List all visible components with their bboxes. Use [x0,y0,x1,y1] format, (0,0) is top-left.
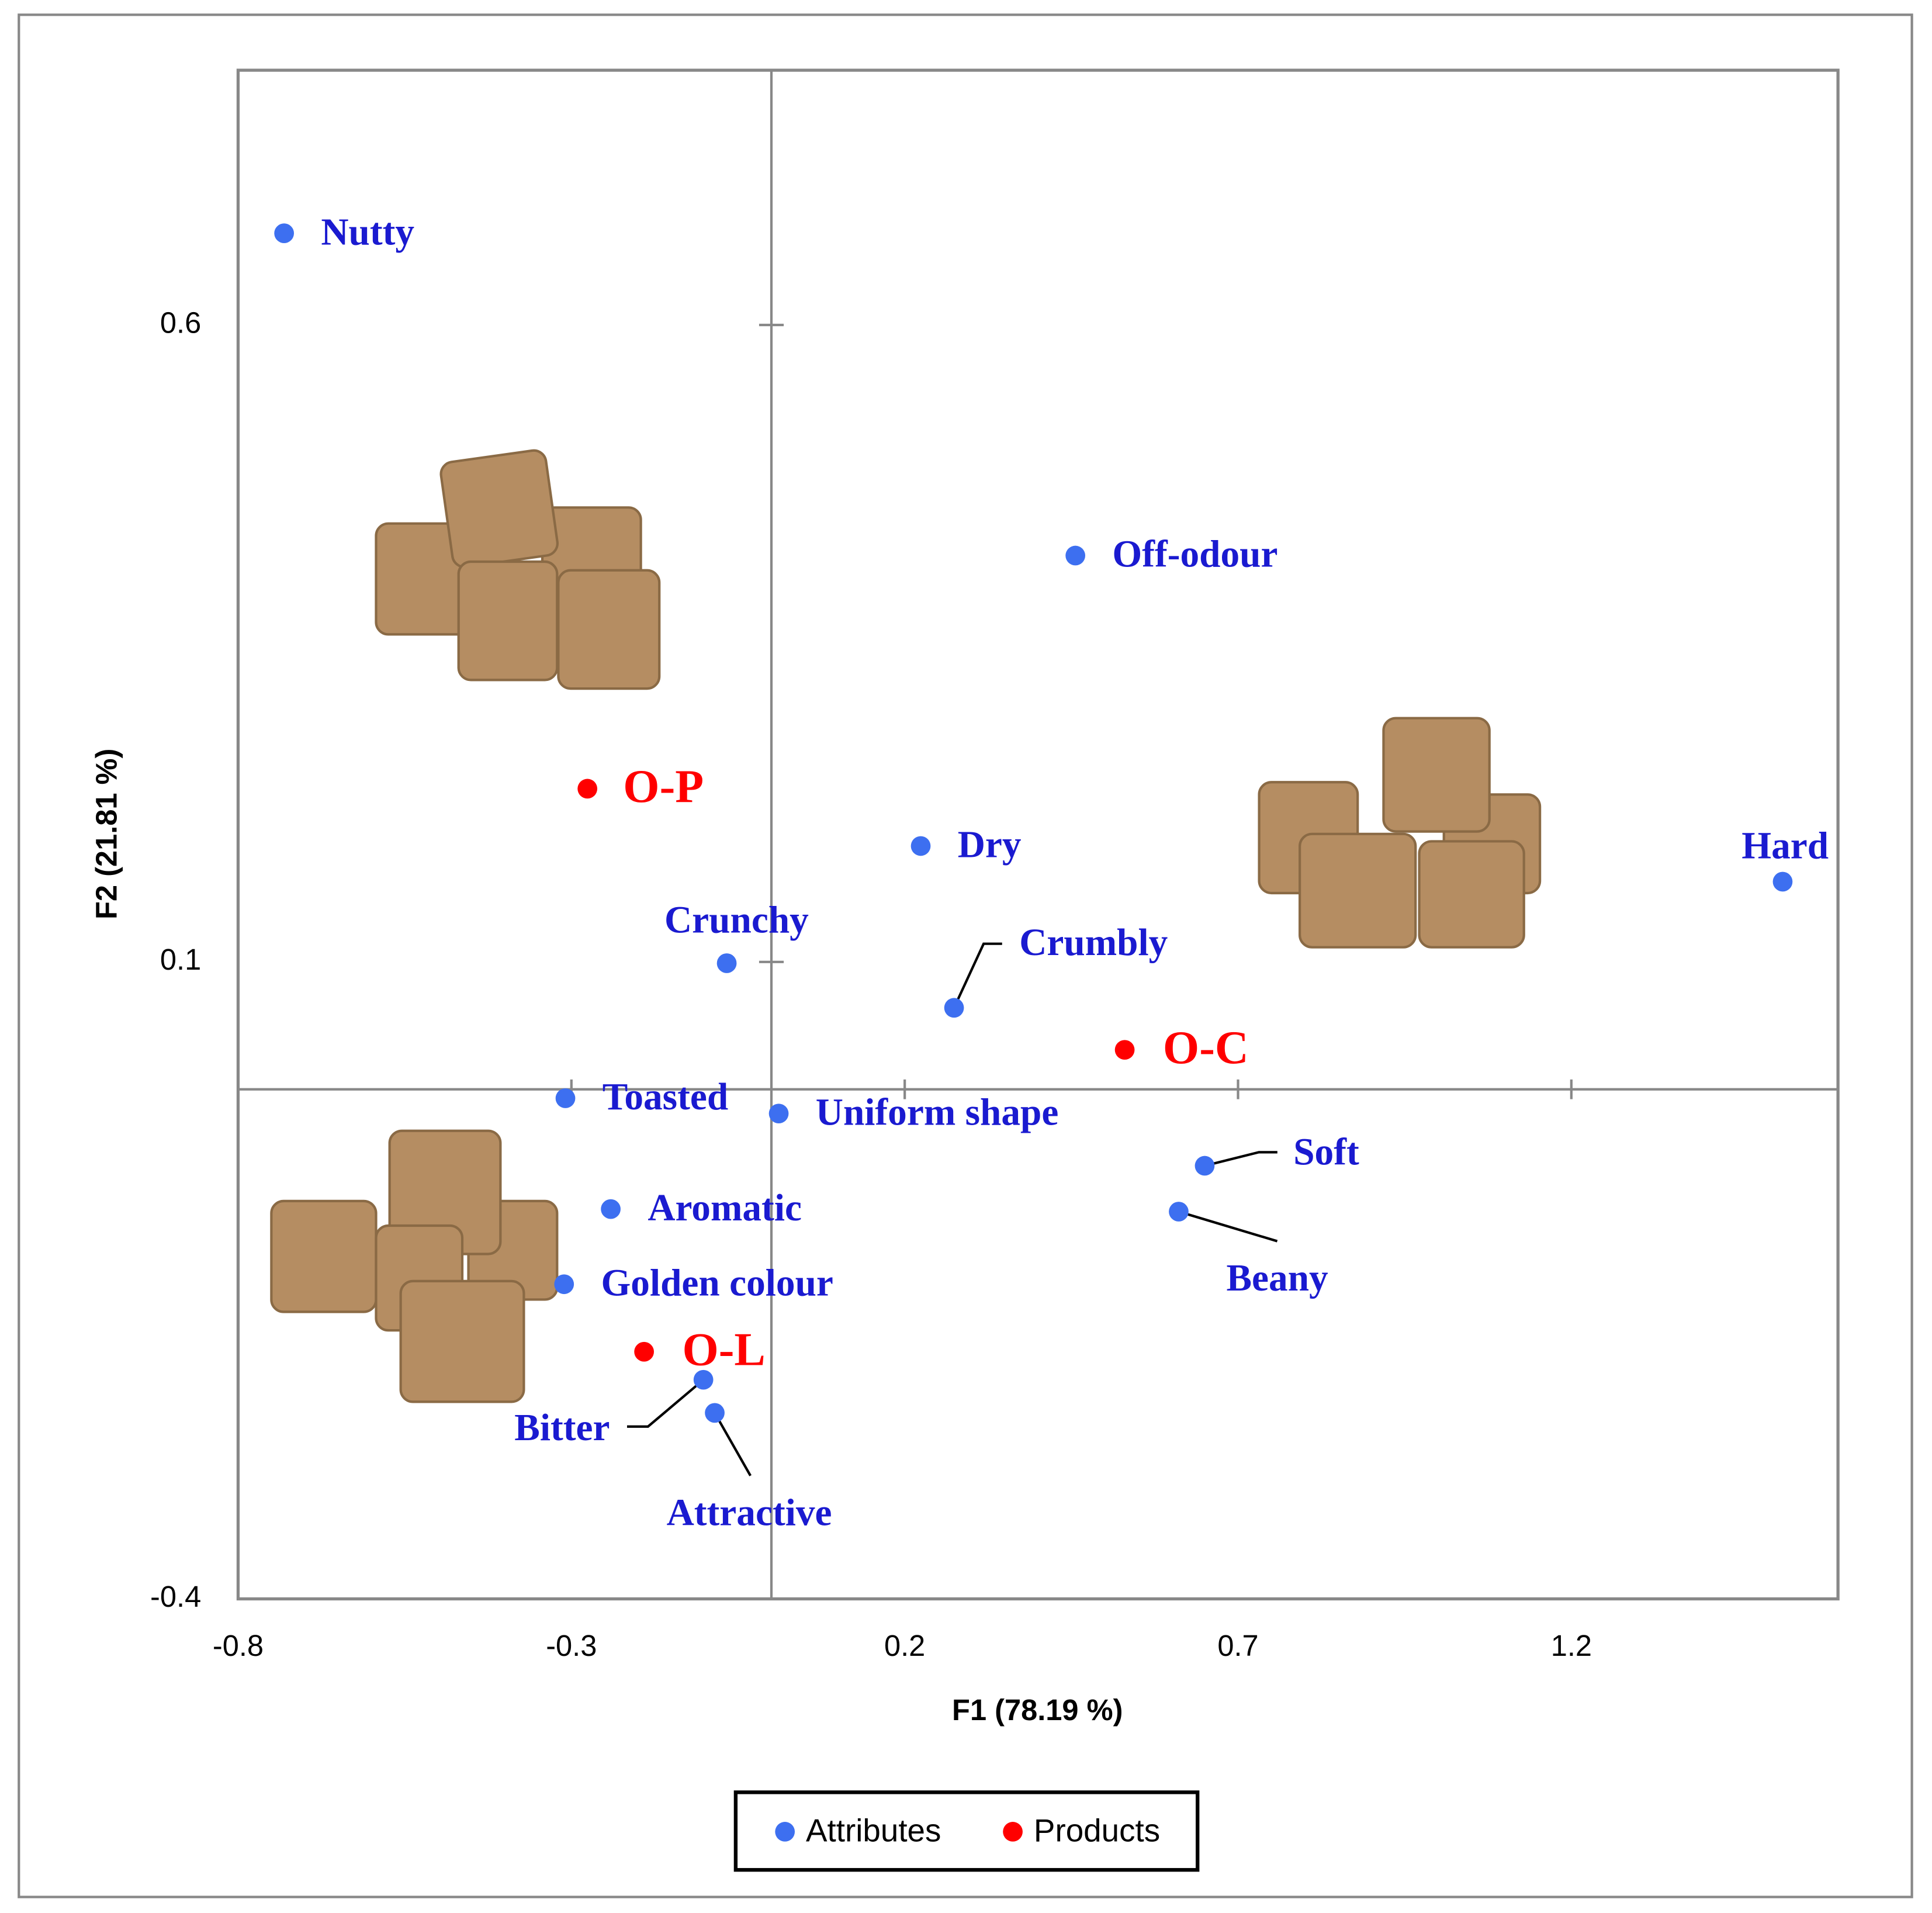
legend-marker [1003,1822,1023,1842]
point-label: Aromatic [648,1187,802,1229]
point-label: Bitter [514,1407,610,1449]
leader-line [953,942,1002,1009]
point [577,779,598,799]
point [944,998,964,1018]
point [1772,871,1793,892]
point-label: O-P [623,761,704,812]
point-label: Crumbly [1019,922,1168,964]
point [716,953,737,973]
x-tick-label: -0.8 [213,1629,264,1662]
x-tick-label: 0.2 [884,1629,925,1662]
x-tick-label: 0.7 [1217,1629,1258,1662]
legend-box [733,1790,1200,1872]
point-label: O-C [1163,1022,1249,1074]
legend-label: Attributes [806,1812,941,1848]
y-axis-title: F2 (21.81 %) [90,749,123,919]
outer-border [18,13,1913,1898]
plot-area [236,68,1840,1601]
y-tick-label: -0.4 [150,1580,201,1613]
point-label: Beany [1226,1257,1328,1299]
point [1194,1156,1215,1176]
point-label: Golden colour [601,1262,833,1304]
x-tick-label: 1.2 [1551,1629,1592,1662]
point-label: O-L [682,1324,765,1375]
leader-line [1178,1210,1278,1243]
product-image [270,1129,559,1403]
point [1065,545,1086,566]
point [274,223,295,243]
point-label: Hard [1741,825,1829,867]
point [768,1103,789,1124]
x-tick-label: -0.3 [546,1629,597,1662]
point-label: Attractive [667,1492,832,1534]
point [705,1403,725,1423]
leader-line [626,1379,705,1428]
y-tick-label: 0.6 [160,306,201,339]
leader-line [1204,1151,1277,1167]
legend-marker [775,1822,795,1842]
point-label: Toasted [603,1076,728,1118]
point [693,1369,714,1390]
point-label: Dry [958,824,1022,866]
point [1114,1040,1135,1060]
point-label: Soft [1293,1132,1359,1174]
point-label: Uniform shape [816,1091,1059,1133]
point-label: Nutty [321,211,414,253]
product-image [375,449,661,690]
leader-line [714,1412,752,1476]
point [554,1274,574,1295]
legend-label: Products [1034,1812,1160,1848]
point-label: Crunchy [664,900,809,942]
y-tick-label: 0.1 [160,943,201,976]
product-image [1258,717,1542,949]
point [1169,1202,1189,1222]
point [634,1341,654,1362]
x-axis-title: F1 (78.19 %) [952,1693,1123,1727]
point [910,836,931,856]
point [555,1088,576,1108]
point-label: Off-odour [1112,534,1277,576]
point [601,1199,621,1219]
